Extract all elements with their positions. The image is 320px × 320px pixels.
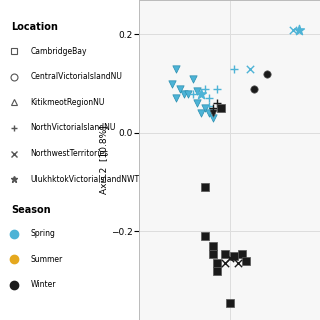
Point	[182, 91, 187, 96]
Point	[219, 106, 224, 111]
Point	[223, 261, 228, 266]
Point	[239, 251, 244, 256]
Point	[244, 258, 249, 263]
Point	[190, 91, 195, 96]
Point	[235, 261, 240, 266]
Point	[202, 106, 207, 111]
Point	[202, 234, 207, 239]
Point	[211, 251, 216, 256]
Text: UlukhktokVictorialslandNWT: UlukhktokVictorialslandNWT	[31, 175, 140, 184]
Text: KitikmeotRegionNU: KitikmeotRegionNU	[31, 98, 105, 107]
Text: Season: Season	[11, 205, 51, 215]
Point	[194, 101, 199, 106]
Point	[206, 111, 212, 116]
Point	[215, 268, 220, 273]
Point	[206, 96, 212, 101]
Point	[215, 101, 220, 106]
Point	[173, 96, 179, 101]
Point	[211, 111, 216, 116]
Point	[198, 111, 203, 116]
Point	[211, 106, 216, 111]
Point	[198, 91, 203, 96]
Point	[231, 66, 236, 71]
Point	[215, 261, 220, 266]
Text: Summer: Summer	[31, 255, 63, 264]
Point	[202, 86, 207, 91]
Text: NorthVictorialslandNU: NorthVictorialslandNU	[31, 124, 116, 132]
Text: CambridgeBay: CambridgeBay	[31, 47, 87, 56]
Point	[297, 27, 302, 32]
Point	[291, 27, 296, 32]
Point	[190, 76, 195, 81]
Point	[178, 86, 183, 91]
Text: CentralVictorialslandNU: CentralVictorialslandNU	[31, 72, 123, 81]
Text: Winter: Winter	[31, 280, 56, 289]
Point	[173, 66, 179, 71]
Point	[211, 116, 216, 121]
Point	[211, 244, 216, 249]
Point	[264, 71, 269, 76]
Text: NorthwestTerritories: NorthwestTerritories	[31, 149, 109, 158]
Point	[206, 103, 212, 108]
Point	[252, 86, 257, 91]
Text: Spring: Spring	[31, 229, 55, 238]
Point	[227, 300, 232, 305]
Point	[170, 81, 175, 86]
Point	[202, 185, 207, 190]
Point	[194, 89, 199, 94]
Point	[186, 91, 191, 96]
Point	[248, 66, 253, 71]
Text: Location: Location	[11, 22, 58, 32]
Y-axis label: Axis.2  [10.8%]: Axis.2 [10.8%]	[99, 126, 108, 194]
Point	[215, 86, 220, 91]
Point	[231, 253, 236, 259]
Point	[227, 256, 232, 261]
Point	[223, 251, 228, 256]
